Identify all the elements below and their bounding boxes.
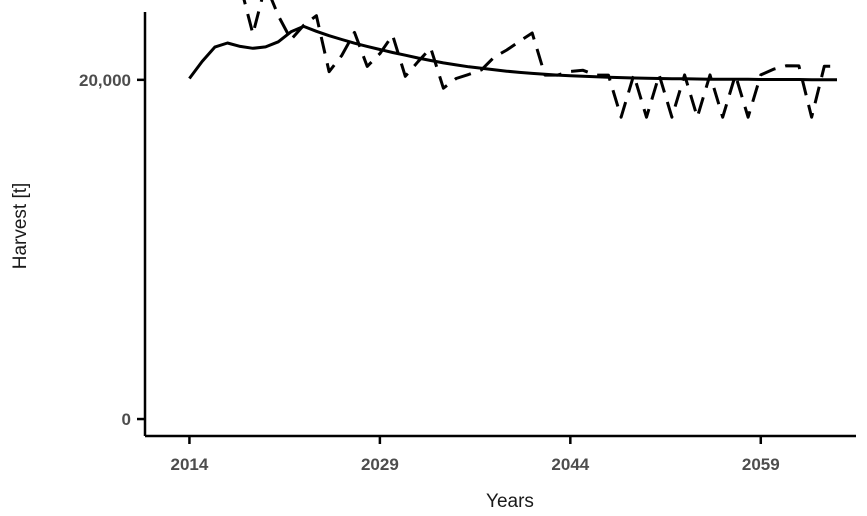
x-tick-label: 2044	[551, 455, 589, 474]
x-tick-label: 2029	[361, 455, 399, 474]
x-axis-ticks: 2014 2029 2044 2059	[171, 436, 780, 474]
plot-marks	[188, 0, 837, 119]
x-axis-title: Years	[486, 491, 534, 512]
series-line-solid	[188, 24, 837, 82]
x-tick-label: 2014	[171, 455, 209, 474]
y-axis-ticks: 0 20,000	[79, 71, 145, 429]
y-tick-label: 0	[122, 410, 131, 429]
y-axis-title: Harvest [t]	[10, 183, 31, 270]
y-tick-label: 20,000	[79, 71, 131, 90]
x-tick-label: 2059	[742, 455, 780, 474]
series-line-dashed	[242, 0, 837, 119]
